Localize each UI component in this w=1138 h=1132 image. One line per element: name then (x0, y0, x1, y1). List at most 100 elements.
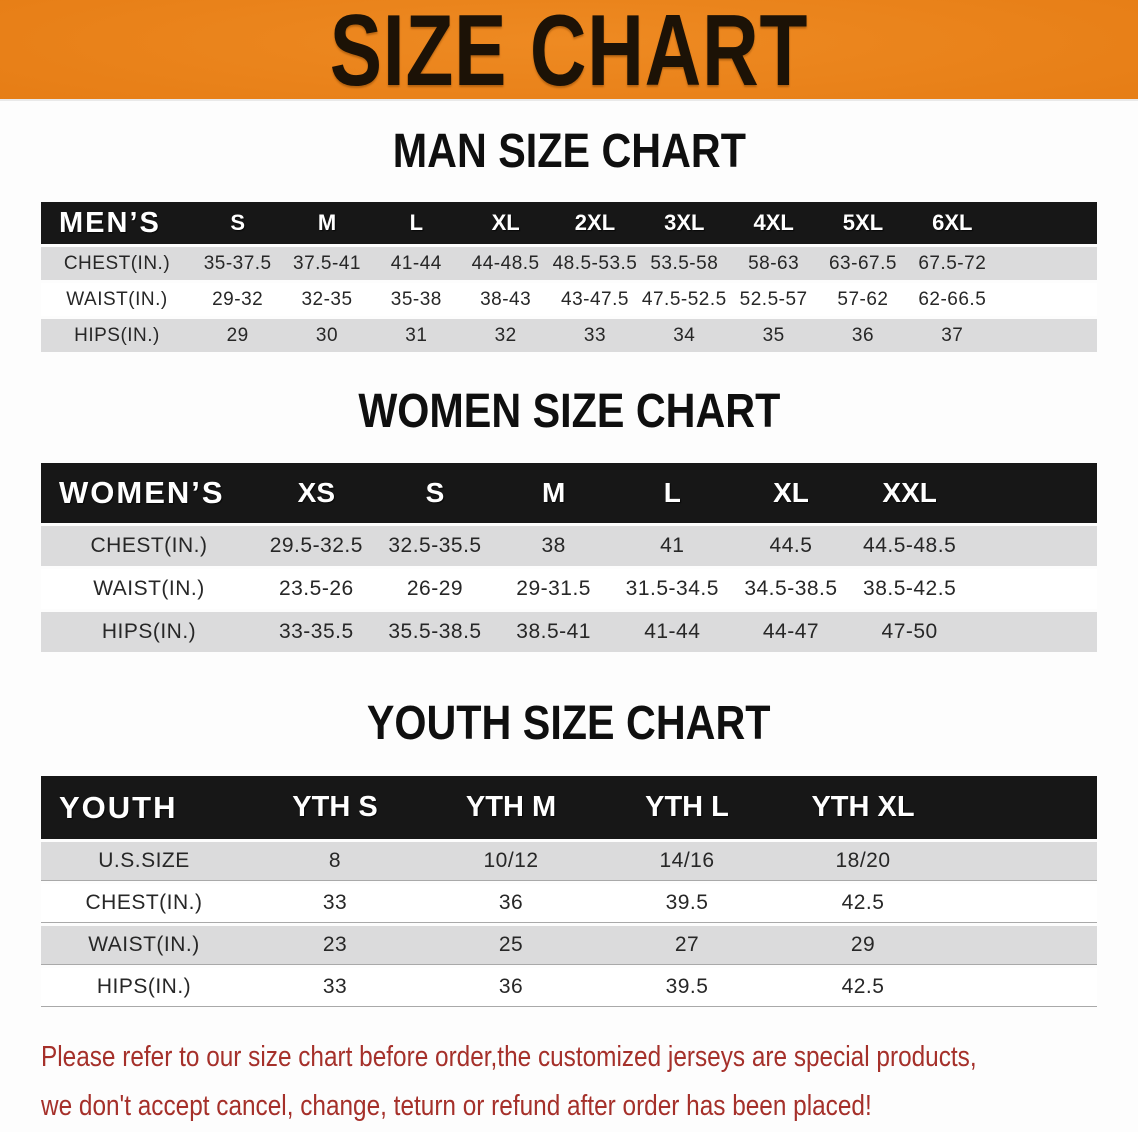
size-column-header: 3XL (639, 202, 729, 244)
table-row: WAIST(IN.) 29-32 32-35 35-38 38-43 43-47.5 47.… (41, 283, 1097, 316)
size-value: 18/20 (775, 842, 951, 881)
disclaimer-line-2-text: we don't accept cancel, change, teturn o… (41, 1090, 872, 1122)
size-value: 37 (907, 319, 997, 352)
disclaimer-line-1: Please refer to our size chart before or… (41, 1033, 1138, 1082)
men-table-title: MEN’S (41, 202, 193, 244)
size-column-header: YTH M (423, 776, 599, 839)
men-size-section: MAN SIZE CHART MEN’S S M L XL 2XL 3XL 4XL 5XL 6XL… (0, 101, 1138, 355)
disclaimer-line-2: we don't accept cancel, change, teturn o… (41, 1082, 1138, 1131)
size-value: 33 (247, 968, 423, 1007)
size-column-header: M (282, 202, 372, 244)
men-section-title: MAN SIZE CHART (0, 101, 1138, 176)
row-spacer (951, 884, 1097, 923)
measurement-label: WAIST(IN.) (41, 283, 193, 316)
size-value: 48.5-53.5 (550, 247, 640, 280)
size-column-header: 4XL (728, 202, 819, 244)
size-value: 41-44 (612, 612, 732, 652)
size-value: 34 (639, 319, 729, 352)
women-section-title-text: WOMEN SIZE CHART (358, 385, 780, 438)
size-chart-banner: SIZE CHART (0, 0, 1138, 101)
size-value: 39.5 (599, 968, 775, 1007)
size-value: 44-47 (731, 612, 851, 652)
size-value: 29 (775, 926, 951, 965)
size-value: 38.5-41 (494, 612, 613, 652)
size-value: 32.5-35.5 (375, 526, 495, 566)
size-value: 62-66.5 (907, 283, 997, 316)
size-value: 43-47.5 (550, 283, 640, 316)
size-value: 58-63 (728, 247, 819, 280)
size-value: 41-44 (371, 247, 461, 280)
size-column-header: 6XL (907, 202, 997, 244)
size-value: 32-35 (282, 283, 372, 316)
header-spacer (951, 776, 1097, 839)
measurement-label: U.S.SIZE (41, 842, 247, 881)
size-value: 67.5-72 (907, 247, 997, 280)
size-value: 38 (494, 526, 613, 566)
table-row: WAIST(IN.) 23.5-26 26-29 29-31.5 31.5-34.5 34… (41, 569, 1097, 609)
size-column-header: L (612, 463, 732, 523)
table-row: WAIST(IN.) 23 25 27 29 (41, 926, 1097, 965)
size-value: 34.5-38.5 (731, 569, 851, 609)
page-title: SIZE CHART (329, 0, 809, 107)
size-column-header: XS (257, 463, 376, 523)
table-row: HIPS(IN.) 33 36 39.5 42.5 (41, 968, 1097, 1007)
row-spacer (969, 526, 1097, 566)
size-column-header: 5XL (818, 202, 908, 244)
size-value: 39.5 (599, 884, 775, 923)
youth-size-table-container: YOUTH YTH S YTH M YTH L YTH XL U.S.SIZE 8 10/12… (41, 773, 1097, 1010)
size-value: 29-32 (193, 283, 283, 316)
size-value: 38-43 (460, 283, 551, 316)
size-column-header: XL (460, 202, 551, 244)
size-column-header: YTH XL (775, 776, 951, 839)
size-value: 29.5-32.5 (257, 526, 376, 566)
women-header-row: WOMEN’S XS S M L XL XXL (41, 463, 1097, 523)
table-row: CHEST(IN.) 29.5-32.5 32.5-35.5 38 41 44.5 44.5… (41, 526, 1097, 566)
disclaimer: Please refer to our size chart before or… (0, 1033, 1138, 1131)
measurement-label: CHEST(IN.) (41, 247, 193, 280)
youth-section-title: YOUTH SIZE CHART (0, 655, 1138, 748)
men-size-table-container: MEN’S S M L XL 2XL 3XL 4XL 5XL 6XL CHEST(IN.) 35-37… (41, 199, 1097, 355)
size-value: 31.5-34.5 (612, 569, 732, 609)
women-size-table-container: WOMEN’S XS S M L XL XXL CHEST(IN.) 29.5-32.5 32.5… (41, 460, 1097, 655)
row-spacer (997, 247, 1097, 280)
size-column-header: YTH S (247, 776, 423, 839)
women-size-table: WOMEN’S XS S M L XL XXL CHEST(IN.) 29.5-32.5 32.5… (41, 460, 1097, 655)
size-value: 42.5 (775, 884, 951, 923)
size-value: 42.5 (775, 968, 951, 1007)
size-column-header: YTH L (599, 776, 775, 839)
size-value: 36 (423, 884, 599, 923)
women-section-title: WOMEN SIZE CHART (0, 355, 1138, 436)
size-column-header: 2XL (550, 202, 640, 244)
size-value: 52.5-57 (728, 283, 819, 316)
size-value: 29 (193, 319, 283, 352)
youth-section-title-text: YOUTH SIZE CHART (367, 697, 771, 750)
size-column-header: S (375, 463, 495, 523)
size-value: 31 (371, 319, 461, 352)
men-size-table: MEN’S S M L XL 2XL 3XL 4XL 5XL 6XL CHEST(IN.) 35-37… (41, 199, 1097, 355)
size-value: 57-62 (818, 283, 908, 316)
row-spacer (951, 926, 1097, 965)
table-row: U.S.SIZE 8 10/12 14/16 18/20 (41, 842, 1097, 881)
size-value: 63-67.5 (818, 247, 908, 280)
youth-table-title: YOUTH (41, 776, 247, 839)
youth-size-section: YOUTH SIZE CHART YOUTH YTH S YTH M YTH L YTH… (0, 655, 1138, 1010)
size-value: 33 (550, 319, 640, 352)
men-section-title-text: MAN SIZE CHART (392, 125, 746, 178)
row-spacer (969, 569, 1097, 609)
size-value: 14/16 (599, 842, 775, 881)
size-value: 47-50 (850, 612, 969, 652)
women-table-title: WOMEN’S (41, 463, 257, 523)
table-row: HIPS(IN.) 29 30 31 32 33 34 35 36 37 (41, 319, 1097, 352)
measurement-label: WAIST(IN.) (41, 926, 247, 965)
size-value: 33 (247, 884, 423, 923)
row-spacer (997, 283, 1097, 316)
measurement-label: HIPS(IN.) (41, 612, 257, 652)
size-value: 53.5-58 (639, 247, 729, 280)
row-spacer (969, 612, 1097, 652)
size-value: 23.5-26 (257, 569, 376, 609)
size-value: 35-38 (371, 283, 461, 316)
size-value: 44.5 (731, 526, 851, 566)
size-value: 32 (460, 319, 551, 352)
size-value: 35-37.5 (193, 247, 283, 280)
